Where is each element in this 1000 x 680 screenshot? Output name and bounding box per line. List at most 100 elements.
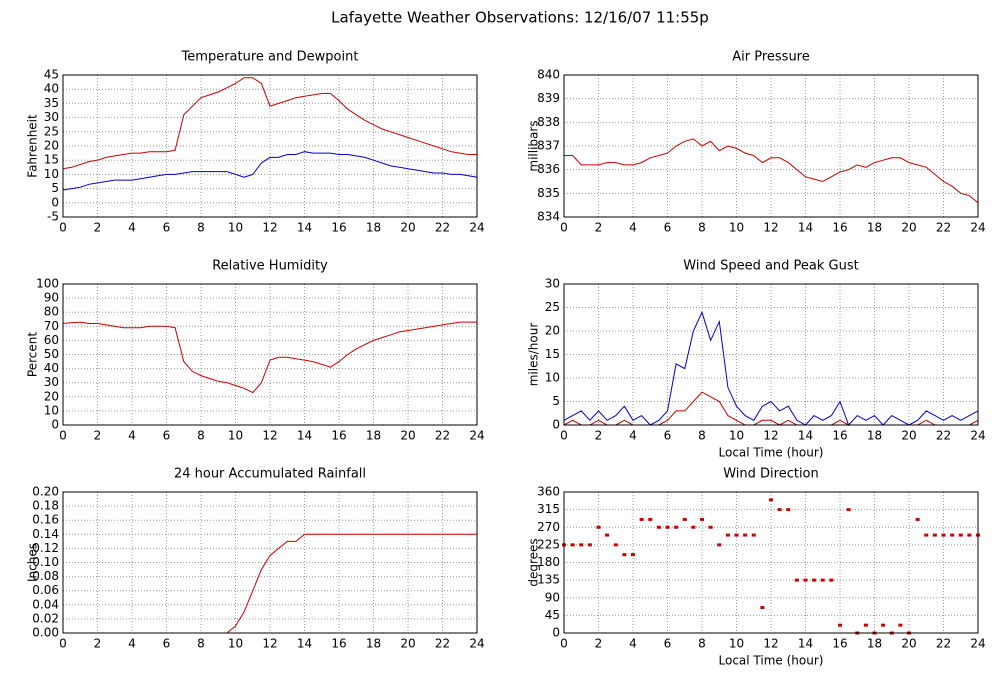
x-tick-label: 18 [366,429,381,443]
data-line [564,138,979,204]
x-tick-label: 8 [197,637,205,651]
x-tick-label: 0 [59,429,67,443]
x-tick-label: 12 [763,221,778,235]
y-tick-label: 5 [552,394,560,408]
data-point [820,578,825,582]
data-point [734,533,739,537]
x-tick-label: 14 [297,637,312,651]
x-tick-label: 8 [197,221,205,235]
plot-frame [563,283,979,426]
data-point [760,606,765,610]
data-point [829,578,834,582]
x-tick-label: 12 [262,429,277,443]
x-tick-label: 18 [366,221,381,235]
y-tick-label: 20 [44,139,59,153]
data-point [570,543,575,547]
data-line [62,151,478,191]
x-tick-label: 4 [629,221,637,235]
y-tick-label: 0.08 [32,569,59,583]
data-point [648,517,653,521]
chart-title: Temperature and Dewpoint [181,50,359,65]
y-tick-label: 35 [44,96,59,110]
y-tick-label: 0 [51,195,59,209]
data-point [708,525,713,529]
data-point [631,553,635,557]
x-tick-label: 0 [560,221,568,235]
x-tick-label: 10 [228,429,243,443]
data-point [665,525,670,529]
x-tick-label: 22 [936,221,951,235]
y-tick-label: 60 [44,333,59,347]
y-tick-label: 0.14 [32,527,59,541]
chart-title: Wind Speed and Peak Gust [683,259,858,274]
y-tick-label: 0.02 [32,611,59,625]
data-point [958,533,963,537]
data-point [579,543,584,547]
data-point [587,543,592,547]
y-tick-label: 80 [44,305,59,319]
y-tick-label: 100 [36,277,59,291]
y-tick-label: 0.16 [32,513,59,527]
x-tick-label: 24 [970,221,985,235]
y-tick-label: 30 [44,375,59,389]
x-tick-label: 20 [901,637,916,651]
x-tick-label: 24 [469,221,484,235]
x-tick-label: 12 [763,637,778,651]
x-tick-label: 24 [469,637,484,651]
x-tick-label: 10 [729,637,744,651]
y-axis-label: degrees [527,538,541,586]
x-tick-label: 12 [763,429,778,443]
y-tick-label: 40 [44,82,59,96]
y-tick-label: 10 [44,167,59,181]
x-tick-label: 22 [435,221,450,235]
y-axis-label: Percent [26,332,40,377]
x-tick-label: 18 [867,429,882,443]
x-tick-label: 20 [901,429,916,443]
x-tick-label: 2 [94,637,102,651]
data-point [751,533,756,537]
x-tick-label: 4 [128,637,136,651]
y-tick-label: 0.00 [32,626,59,640]
data-point [674,525,679,529]
x-tick-label: 2 [595,429,603,443]
data-point [838,623,842,627]
y-tick-label: 0.04 [32,597,59,611]
x-tick-label: 4 [128,221,136,235]
x-tick-label: 8 [698,637,706,651]
data-point [941,533,946,537]
y-axis-label: Fahrenheit [26,114,40,178]
y-tick-label: 25 [545,300,560,314]
data-point [700,517,704,521]
data-point [932,533,937,537]
x-tick-label: 16 [331,221,346,235]
data-point [691,525,696,529]
data-point [924,533,929,537]
x-tick-label: 14 [798,221,813,235]
x-tick-label: 6 [163,429,171,443]
plot-frame [62,74,478,218]
x-tick-label: 18 [867,637,882,651]
x-tick-label: 20 [901,221,916,235]
plot-frame [563,74,979,218]
x-tick-label: 2 [94,429,102,443]
y-tick-label: 10 [545,371,560,385]
data-point [812,578,817,582]
chart-title: 24 hour Accumulated Rainfall [174,467,366,482]
y-tick-label: 0.20 [32,485,59,499]
data-point [605,533,610,537]
x-tick-label: 6 [163,637,171,651]
data-point [803,578,808,582]
x-tick-label: 0 [59,637,67,651]
x-tick-label: 10 [729,429,744,443]
data-point [769,498,773,502]
data-line [62,77,477,170]
y-tick-label: 0.18 [32,499,59,513]
plot-frame [62,491,478,634]
y-tick-label: 315 [537,502,560,516]
x-tick-label: 16 [331,637,346,651]
y-tick-label: 90 [545,590,560,604]
data-point [682,517,687,521]
y-tick-label: 0.10 [32,555,59,569]
x-tick-label: 20 [400,637,415,651]
data-point [967,533,972,537]
